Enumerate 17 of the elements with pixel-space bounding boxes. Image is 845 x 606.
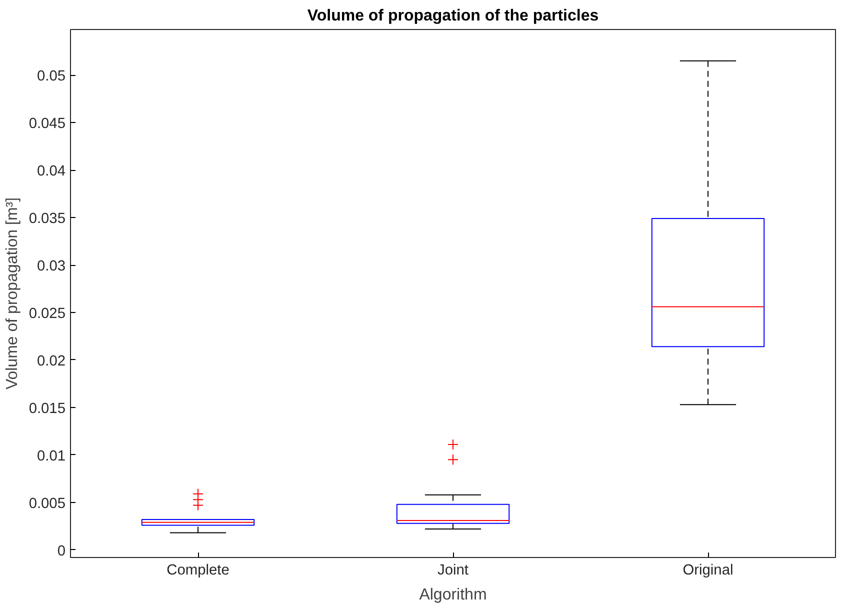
y-tick-label: 0.045 <box>28 116 66 132</box>
y-tick-label: 0.01 <box>36 448 66 464</box>
y-tick-label: 0.03 <box>36 258 66 275</box>
y-tick-label: 0.02 <box>36 353 66 370</box>
x-tick-label: Complete <box>166 562 230 578</box>
y-tick-label: 0.04 <box>36 164 66 180</box>
y-tick-label: 0.025 <box>28 306 66 322</box>
x-tick-label: Joint <box>438 562 468 578</box>
x-tick-label: Original <box>682 562 734 578</box>
y-tick-label: 0.005 <box>28 496 66 512</box>
y-tick-label: 0.05 <box>36 68 66 85</box>
y-tick-label: 0.035 <box>28 211 66 228</box>
x-axis-title: Algorithm <box>419 586 487 604</box>
y-tick-label: 0 <box>57 543 66 560</box>
chart-title: Volume of propagation of the particles <box>307 8 599 24</box>
y-axis-title: Volume of propagation [m³] <box>4 197 21 390</box>
y-tick-label: 0.015 <box>28 400 66 417</box>
